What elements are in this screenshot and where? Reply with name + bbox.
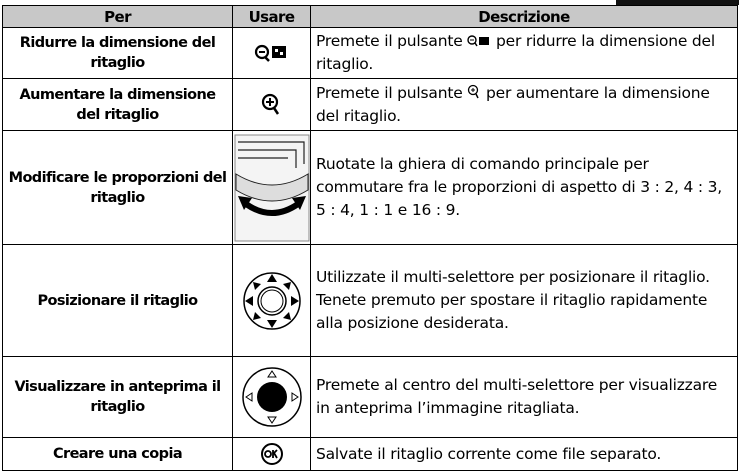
text: per aumentare la dimensione del ritaglio… (316, 83, 710, 125)
header-cell: Descrizione (310, 5, 738, 28)
icon-cell (232, 356, 311, 438)
action: Posizionare il ritaglio (2, 244, 233, 357)
header-cell: Per (2, 5, 233, 28)
zoom-in-icon (261, 93, 279, 115)
inline-icon (468, 84, 479, 98)
row: Visualizzare in anteprima il ritaglio Pr… (2, 356, 738, 438)
row: Creare una copia Salvate il ritaglio cor… (2, 437, 738, 471)
ok-icon (260, 443, 283, 465)
row: Modificare le proporzioni del ritaglio R… (2, 130, 738, 245)
decor-bar (616, 0, 739, 5)
row: Posizionare il ritaglio Utilizzate il mu… (2, 244, 738, 357)
action: Modificare le proporzioni del ritaglio (2, 130, 233, 245)
text: Premete il pulsante (316, 32, 463, 50)
text: Premete il pulsante (316, 83, 463, 102)
description: Premete il pulsante per aumentare la dim… (310, 78, 738, 131)
action: Creare una copia (2, 437, 233, 471)
icon-cell (232, 244, 311, 357)
action: Ridurre la dimensione del ritaglio (2, 27, 233, 79)
table: Per Usare Descrizione Ridurre la dimensi… (2, 5, 738, 471)
description: Ruotate la ghiera di comando principale … (310, 130, 738, 245)
text: per ridurre la dimensione del ritaglio. (316, 32, 715, 73)
center-button-icon (241, 367, 302, 427)
description: Premete il pulsante per ridurre la dimen… (310, 27, 738, 79)
zoom-out-icon (254, 44, 286, 62)
icon-cell (232, 130, 311, 245)
inline-icon (467, 35, 490, 47)
dial-icon (234, 134, 309, 241)
description: Premete al centro del multi-selettore pe… (310, 356, 738, 438)
header-row: Per Usare Descrizione (2, 5, 738, 28)
icon-cell (232, 437, 311, 471)
icon-cell (232, 27, 311, 79)
description: Utilizzate il multi-selettore per posizi… (310, 244, 738, 357)
row: Ridurre la dimensione del ritaglio Preme… (2, 27, 738, 79)
multi-selector-icon (242, 271, 301, 330)
action: Visualizzare in anteprima il ritaglio (2, 356, 233, 438)
action: Aumentare la dimensione del ritaglio (2, 78, 233, 131)
description: Salvate il ritaglio corrente come file s… (310, 437, 738, 471)
icon-cell (232, 78, 311, 131)
header-cell: Usare (232, 5, 311, 28)
row: Aumentare la dimensione del ritaglio Pre… (2, 78, 738, 131)
